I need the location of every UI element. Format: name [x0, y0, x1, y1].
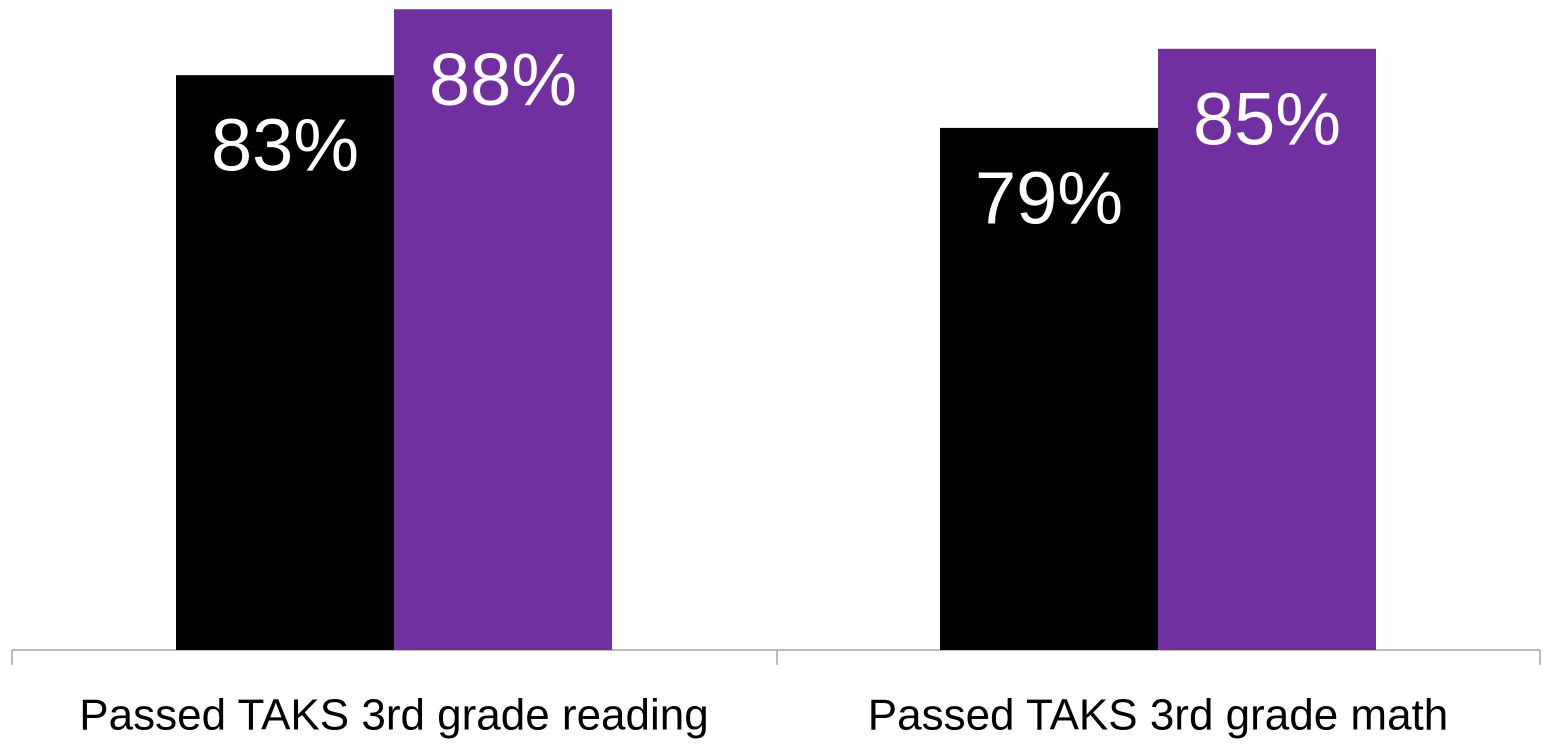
data-label: 79%	[975, 156, 1123, 239]
data-label: 85%	[1193, 77, 1341, 160]
data-label: 88%	[429, 38, 577, 121]
bar	[940, 127, 1158, 651]
bar	[1158, 48, 1376, 651]
x-tick-label: Passed TAKS 3rd grade math	[868, 691, 1448, 740]
bar	[394, 9, 612, 651]
x-tick-label: Passed TAKS 3rd grade reading	[79, 691, 708, 740]
data-label: 83%	[211, 104, 359, 187]
x-axis	[11, 649, 1541, 665]
bar	[176, 75, 394, 651]
